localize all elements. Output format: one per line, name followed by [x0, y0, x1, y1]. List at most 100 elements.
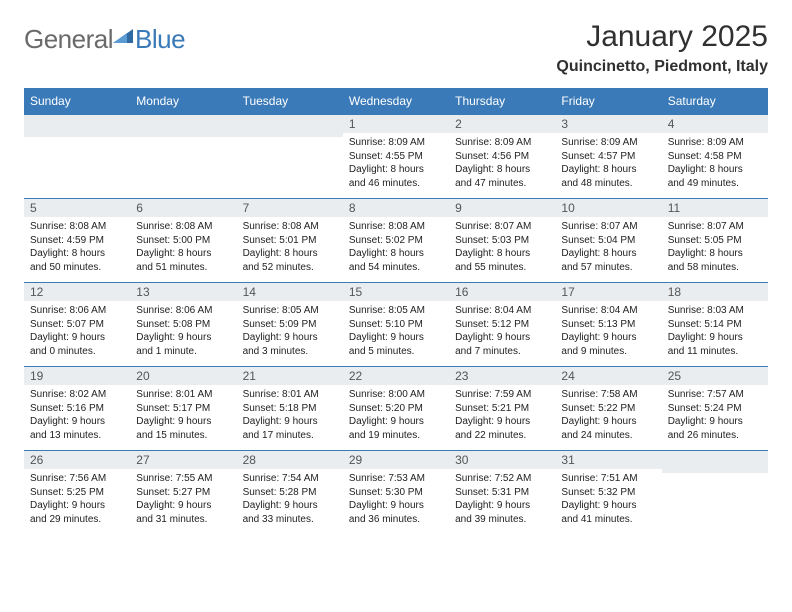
sunrise-value: 8:09 AM	[388, 137, 425, 148]
calendar-week-row: 1Sunrise: 8:09 AMSunset: 4:55 PMDaylight…	[24, 113, 768, 198]
day-number: 22	[343, 366, 449, 385]
day-number: 15	[343, 282, 449, 301]
day-info: Sunrise: 8:01 AMSunset: 5:18 PMDaylight:…	[237, 385, 343, 450]
daylight-line: Daylight: 9 hours and 29 minutes.	[30, 499, 124, 526]
sunset-label: Sunset:	[561, 151, 598, 162]
page-title: January 2025	[556, 20, 768, 54]
calendar-cell: 15Sunrise: 8:05 AMSunset: 5:10 PMDayligh…	[343, 282, 449, 366]
day-number: 27	[130, 450, 236, 469]
empty-day-header	[237, 114, 343, 137]
calendar-cell: 29Sunrise: 7:53 AMSunset: 5:30 PMDayligh…	[343, 450, 449, 534]
sunrise-line: Sunrise: 7:51 AM	[561, 472, 655, 486]
daylight-label: Daylight:	[561, 164, 603, 175]
dow-saturday: Saturday	[662, 89, 768, 113]
sunset-label: Sunset:	[349, 235, 386, 246]
calendar-cell	[237, 113, 343, 198]
day-info: Sunrise: 8:07 AM Sunset: 5:03 PMDaylight:…	[449, 217, 555, 282]
sunrise-value: 7:55 AM	[176, 473, 213, 484]
empty-day-body	[662, 473, 768, 532]
sunset-line: Sunset: 5:00 PM	[136, 234, 230, 248]
sunrise-line: Sunrise: 7:57 AM	[668, 388, 762, 402]
sunset-value: 5:03 PM	[492, 235, 529, 246]
day-info: Sunrise: 8:08 AMSunset: 5:02 PMDaylight:…	[343, 217, 449, 282]
daylight-label: Daylight:	[455, 500, 497, 511]
sunset-line: Sunset: 4:59 PM	[30, 234, 124, 248]
sunrise-label: Sunrise:	[455, 305, 494, 316]
sunset-label: Sunset:	[243, 319, 280, 330]
sunrise-value: 7:53 AM	[388, 473, 425, 484]
sunset-label: Sunset:	[30, 235, 67, 246]
daylight-line: Daylight: 8 hours and 50 minutes.	[30, 247, 124, 274]
sunrise-label: Sunrise:	[30, 305, 69, 316]
sunrise-line: Sunrise: 8:01 AM	[243, 388, 337, 402]
sunrise-value: 8:08 AM	[69, 221, 106, 232]
sunrise-label: Sunrise:	[455, 473, 494, 484]
day-info: Sunrise: 8:04 AMSunset: 5:12 PMDaylight:…	[449, 301, 555, 366]
daylight-line: Daylight: 9 hours and 31 minutes.	[136, 499, 230, 526]
sunset-value: 5:27 PM	[173, 487, 210, 498]
calendar-cell: 22Sunrise: 8:00 AMSunset: 5:20 PMDayligh…	[343, 366, 449, 450]
calendar-cell: 2Sunrise: 8:09 AMSunset: 4:56 PMDaylight…	[449, 113, 555, 198]
calendar-cell: 5Sunrise: 8:08 AMSunset: 4:59 PMDaylight…	[24, 198, 130, 282]
sunrise-label: Sunrise:	[136, 221, 175, 232]
sunset-value: 5:02 PM	[386, 235, 423, 246]
sunset-value: 5:22 PM	[598, 403, 635, 414]
day-number: 12	[24, 282, 130, 301]
dow-sunday: Sunday	[24, 89, 130, 113]
sunrise-line: Sunrise: 7:53 AM	[349, 472, 443, 486]
sunrise-label: Sunrise:	[243, 473, 282, 484]
sunrise-label: Sunrise:	[349, 389, 388, 400]
day-info: Sunrise: 8:08 AMSunset: 5:01 PMDaylight:…	[237, 217, 343, 282]
calendar-week-row: 12Sunrise: 8:06 AMSunset: 5:07 PMDayligh…	[24, 282, 768, 366]
day-number: 31	[555, 450, 661, 469]
day-info: Sunrise: 7:53 AMSunset: 5:30 PMDaylight:…	[343, 469, 449, 534]
brand-part2: Blue	[135, 24, 185, 55]
daylight-line: Daylight: 9 hours and 26 minutes.	[668, 415, 762, 442]
sunset-line: Sunset: 5:01 PM	[243, 234, 337, 248]
sunrise-value: 7:59 AM	[495, 389, 532, 400]
sunset-line: Sunset: 5:03 PM	[455, 234, 549, 248]
sunrise-value: 8:08 AM	[282, 221, 319, 232]
sunrise-value: 8:01 AM	[282, 389, 319, 400]
sunrise-line: Sunrise: 7:54 AM	[243, 472, 337, 486]
sunrise-line: Sunrise: 7:52 AM	[455, 472, 549, 486]
dow-wednesday: Wednesday	[343, 89, 449, 113]
sunrise-label: Sunrise:	[136, 473, 175, 484]
day-info: Sunrise: 7:52 AMSunset: 5:31 PMDaylight:…	[449, 469, 555, 534]
empty-day-header	[662, 450, 768, 473]
daylight-label: Daylight:	[349, 164, 391, 175]
day-number: 4	[662, 114, 768, 133]
sunset-value: 4:56 PM	[492, 151, 529, 162]
daylight-line: Daylight: 9 hours and 39 minutes.	[455, 499, 549, 526]
daylight-line: Daylight: 8 hours and 52 minutes.	[243, 247, 337, 274]
sunset-label: Sunset:	[561, 487, 598, 498]
sunrise-label: Sunrise:	[455, 221, 494, 232]
day-info: Sunrise: 8:00 AMSunset: 5:20 PMDaylight:…	[343, 385, 449, 450]
sunset-value: 5:28 PM	[279, 487, 316, 498]
sunset-line: Sunset: 5:07 PM	[30, 318, 124, 332]
calendar-cell: 3Sunrise: 8:09 AMSunset: 4:57 PMDaylight…	[555, 113, 661, 198]
sunset-line: Sunset: 5:22 PM	[561, 402, 655, 416]
sunset-line: Sunset: 5:05 PM	[668, 234, 762, 248]
sunset-label: Sunset:	[349, 319, 386, 330]
sunset-line: Sunset: 5:21 PM	[455, 402, 549, 416]
daylight-line: Daylight: 8 hours and 46 minutes.	[349, 163, 443, 190]
sunset-value: 5:00 PM	[173, 235, 210, 246]
daylight-label: Daylight:	[243, 416, 285, 427]
calendar-cell: 24Sunrise: 7:58 AMSunset: 5:22 PMDayligh…	[555, 366, 661, 450]
sunset-label: Sunset:	[668, 151, 705, 162]
sunset-label: Sunset:	[455, 403, 492, 414]
daylight-line: Daylight: 8 hours and 55 minutes.	[455, 247, 549, 274]
sunrise-value: 8:07 AM	[495, 221, 532, 232]
sunset-value: 5:21 PM	[492, 403, 529, 414]
sunset-line: Sunset: 5:32 PM	[561, 486, 655, 500]
sunrise-line: Sunrise: 8:07 AM	[561, 220, 655, 234]
sunrise-line: Sunrise: 8:07 AM	[668, 220, 762, 234]
daylight-label: Daylight:	[30, 332, 72, 343]
day-number: 2	[449, 114, 555, 133]
sunset-line: Sunset: 5:04 PM	[561, 234, 655, 248]
daylight-label: Daylight:	[455, 248, 497, 259]
day-number: 21	[237, 366, 343, 385]
sunset-line: Sunset: 5:27 PM	[136, 486, 230, 500]
sunset-line: Sunset: 4:57 PM	[561, 150, 655, 164]
